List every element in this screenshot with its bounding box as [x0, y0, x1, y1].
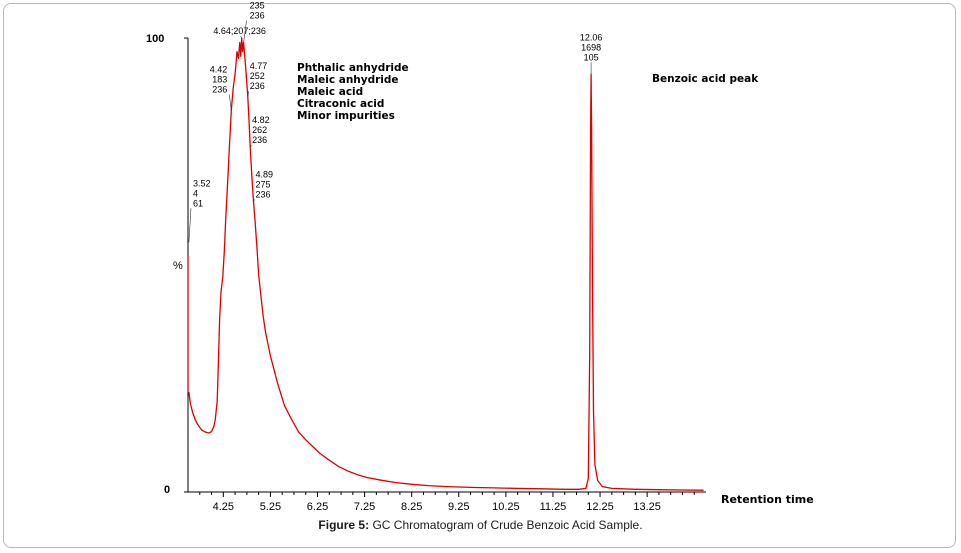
peak-label-line: 3.52 [193, 178, 211, 188]
peak-label-line: 4.82 [252, 115, 270, 125]
peak-label-line: 4 [193, 188, 198, 198]
figure-frame [3, 3, 956, 548]
peak-label-leader [253, 199, 255, 202]
peak-label-line: 183 [212, 75, 227, 85]
x-tick-label: 9.25 [448, 501, 469, 513]
annotation-phthalic-anhydride: Phthalic anhydride [297, 62, 409, 74]
peak-label-line: 252 [250, 71, 265, 81]
peak-label-line: 236 [250, 11, 265, 21]
peak-label-line: 12.06 [580, 32, 603, 42]
x-tick-label: 13.25 [633, 501, 661, 513]
x-tick-label: 5.25 [260, 501, 281, 513]
x-axis-title: Retention time [721, 493, 814, 506]
x-tick-label: 12.25 [586, 501, 614, 513]
annotation-maleic-anhydride: Maleic anhydride [297, 74, 399, 86]
peak-label-line: 4.77 [250, 61, 268, 71]
x-tick-label: 6.25 [307, 501, 328, 513]
peak-label-line: 235 [250, 1, 265, 11]
peak-label-line: 4.89 [255, 169, 273, 179]
x-tick-label: 11.25 [540, 501, 567, 513]
peak-label-leader [249, 144, 252, 148]
x-tick-label: 8.25 [401, 501, 422, 513]
annotation-maleic-acid: Maleic acid [297, 86, 363, 98]
chromatogram-series-0 [188, 37, 704, 491]
peak-label-line: 4.68 [250, 0, 268, 1]
peak-label-leader [247, 90, 250, 98]
peak-label-line: 236 [250, 81, 265, 91]
peak-label-line: 105 [584, 52, 599, 62]
y-tick-label-bottom: 0 [164, 484, 170, 496]
x-tick-label: 4.25 [213, 501, 234, 513]
peak-label-line: 262 [252, 125, 267, 135]
annotation-benzoic-acid-peak: Benzoic acid peak [652, 73, 759, 85]
chart-text-layer: 100 0 % Retention time Phthalic anhydrid… [146, 33, 814, 506]
peak-label-leader [243, 20, 247, 43]
peak-label: 4.68235236 [243, 0, 268, 43]
peak-label-layer: 3.524614.421832364.64;207;2364.682352364… [188, 0, 603, 243]
figure-caption-text: GC Chromatogram of Crude Benzoic Acid Sa… [372, 518, 643, 532]
peak-label-line: 4.42 [210, 65, 228, 75]
x-tick-label: 7.25 [354, 501, 375, 513]
annotation-minor-impurities: Minor impurities [297, 110, 395, 122]
peak-label-line: 275 [255, 179, 270, 189]
peak-label-line: 4.64;207;236 [213, 26, 266, 36]
figure-label: Figure 5: [318, 518, 370, 532]
peak-label-line: 236 [212, 85, 227, 95]
peak-label-leader [188, 208, 192, 243]
peak-label-leader [229, 94, 232, 111]
y-tick-label-top: 100 [146, 33, 164, 45]
chart-axes: 4.25 5.25 6.25 7.25 8.25 9.25 10.25 11.25 12.25 1… [184, 37, 706, 513]
peak-label-line: 61 [193, 198, 203, 208]
peak-label-line: 1698 [581, 42, 601, 52]
trace-layer [187, 37, 704, 491]
peak-label-leader [240, 35, 242, 39]
peak-label: 4.64;207;236 [213, 26, 266, 39]
figure-caption: Figure 5: GC Chromatogram of Crude Benzo… [0, 518, 961, 532]
peak-label-line: 236 [252, 135, 267, 145]
y-axis-label: % [173, 260, 183, 272]
x-tick-label: 10.25 [492, 501, 520, 513]
peak-label-line: 236 [255, 189, 270, 199]
annotation-citraconic-acid: Citraconic acid [297, 98, 384, 110]
